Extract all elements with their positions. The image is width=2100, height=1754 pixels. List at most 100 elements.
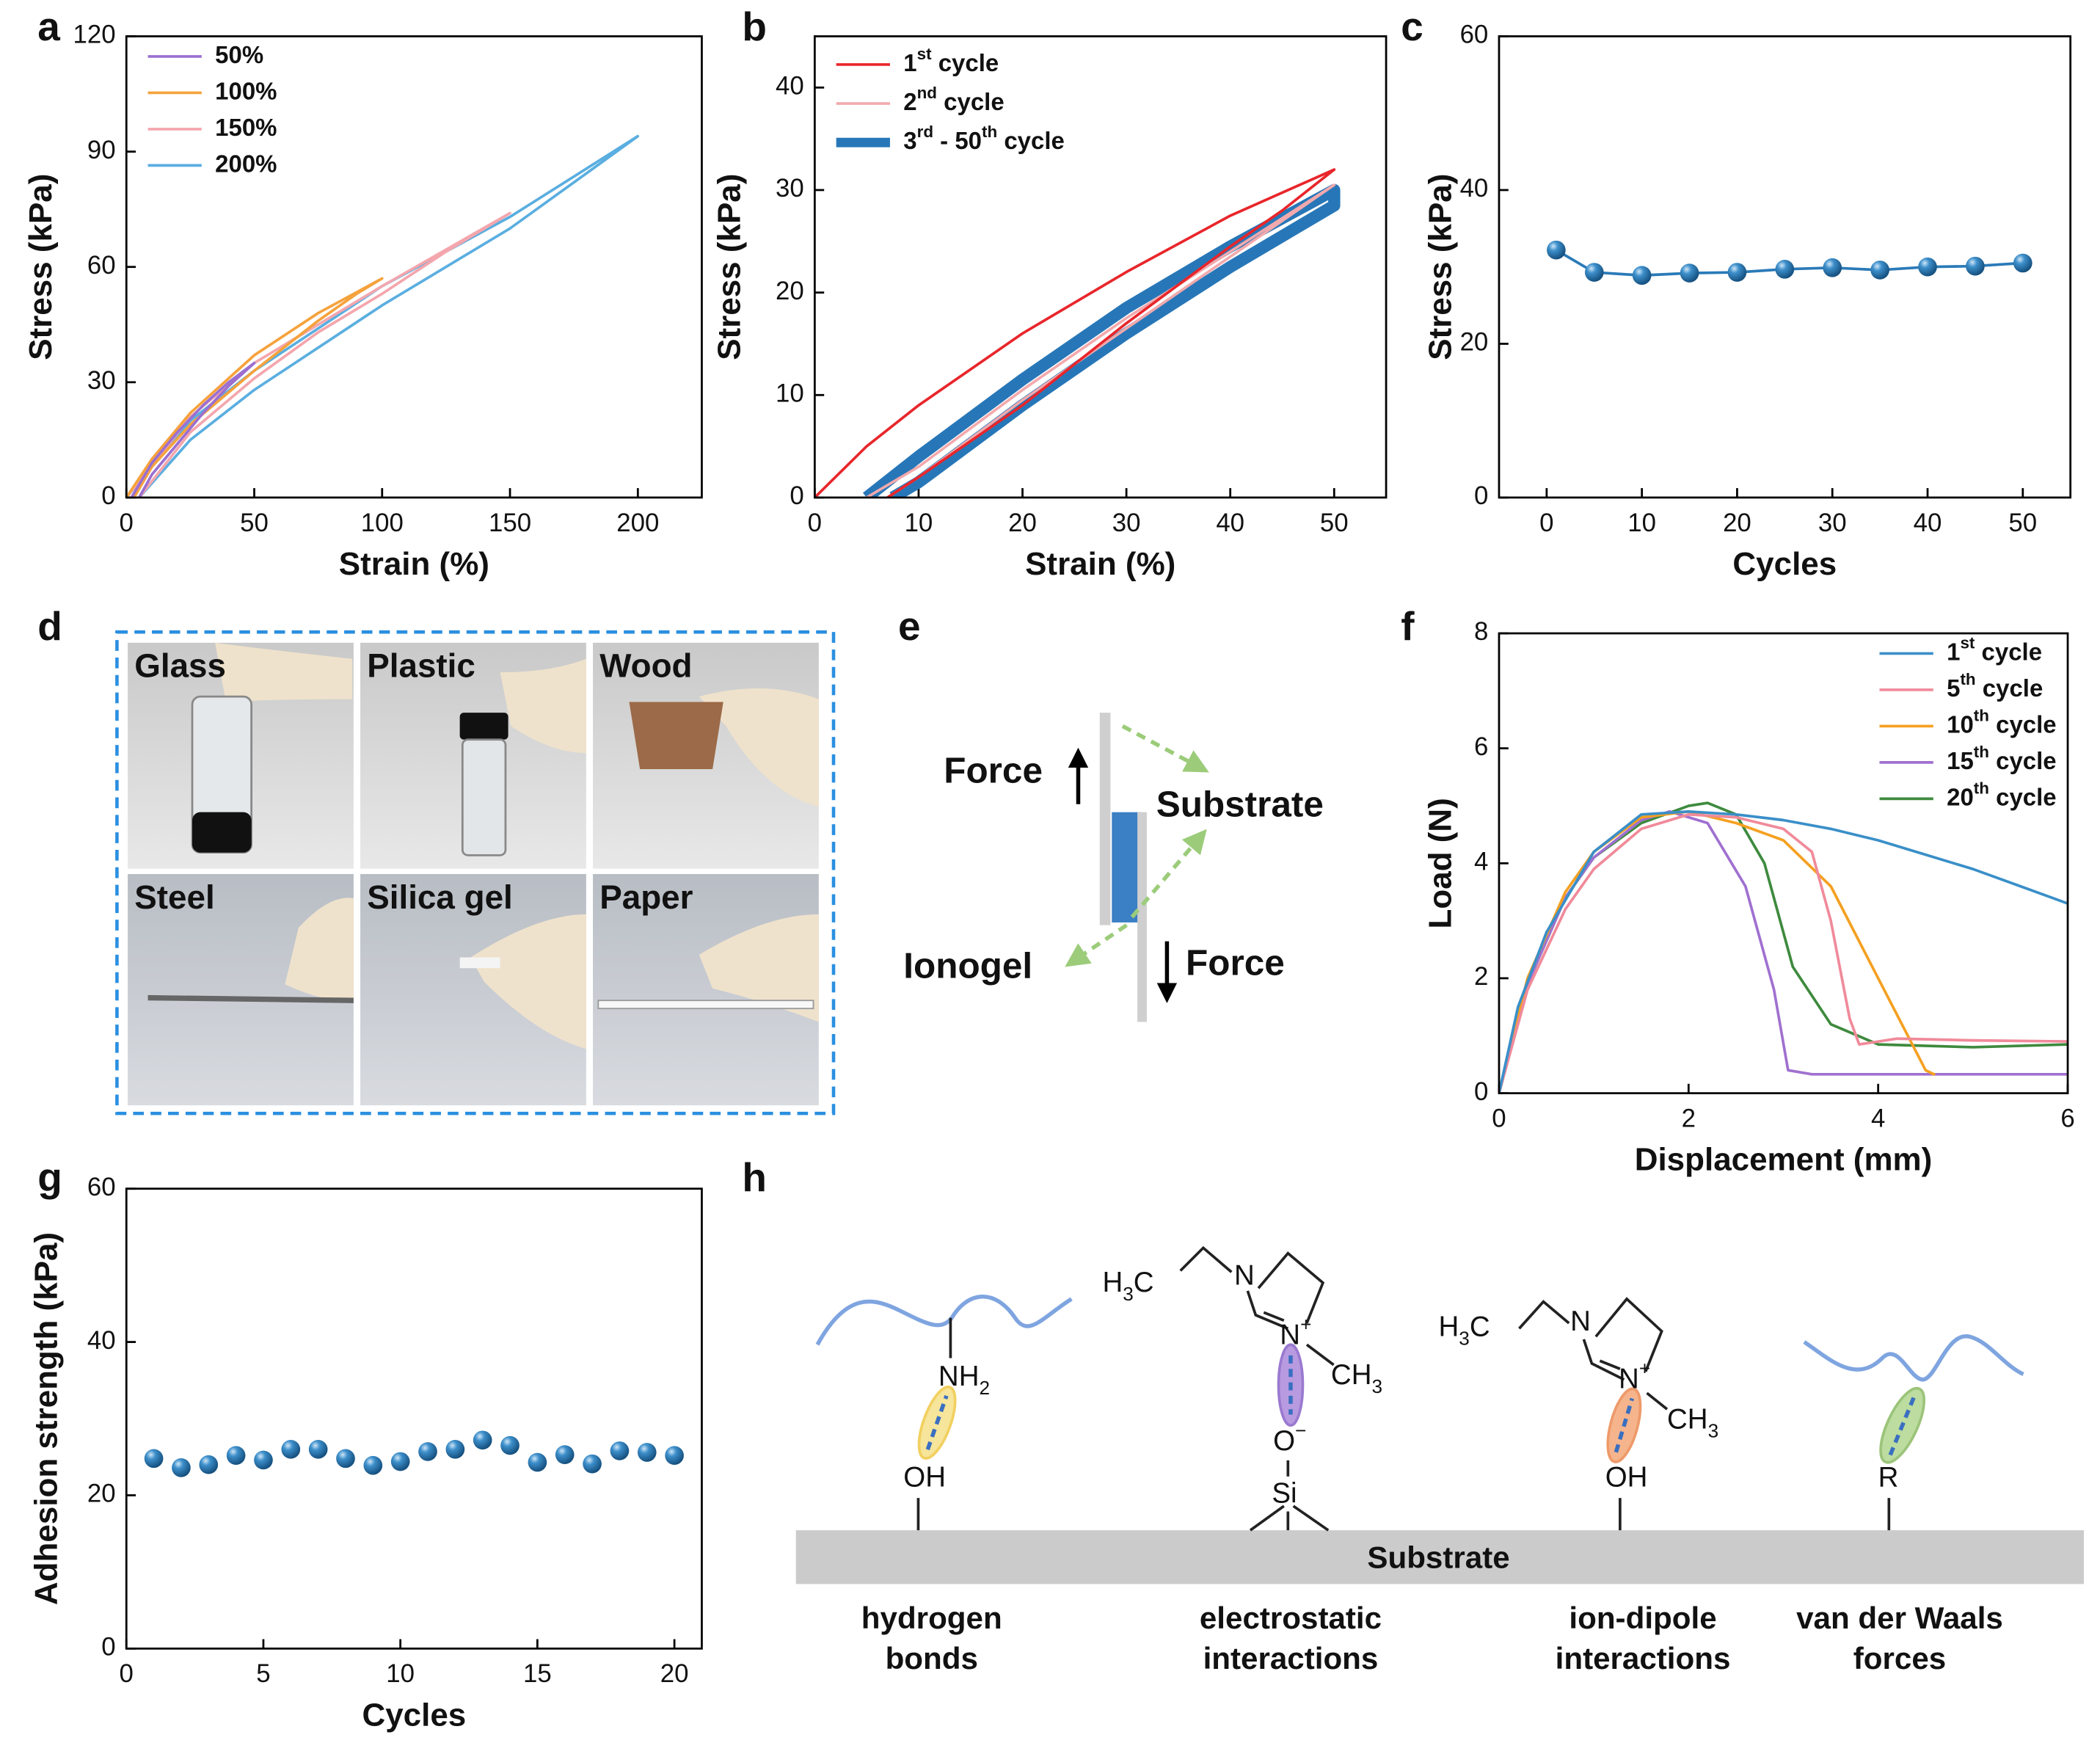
marker (226, 1446, 246, 1465)
marker (473, 1430, 492, 1450)
photo-paper (593, 873, 819, 1106)
y-tick-label: 20 (1460, 328, 1489, 357)
marker (363, 1455, 383, 1475)
panel-label: g (37, 1154, 62, 1200)
x-tick-label: 4 (1871, 1104, 1885, 1132)
marker (1680, 263, 1699, 283)
legend-label: 1st cycle (903, 45, 999, 76)
series-line (866, 183, 1336, 498)
x-tick-label: 50 (240, 509, 269, 537)
substrate-label: Substrate (1156, 784, 1324, 824)
marker (254, 1450, 273, 1470)
photo-label: Plastic (367, 647, 475, 685)
y-tick-label: 2 (1474, 962, 1488, 991)
plot-frame (125, 1187, 703, 1650)
marker (500, 1435, 519, 1455)
atom: N (1234, 1260, 1255, 1292)
y-axis-title: Load (N) (1423, 798, 1459, 928)
x-tick-label: 100 (361, 509, 404, 537)
x-tick-label: 0 (808, 509, 822, 537)
y-tick-label: 60 (87, 1173, 116, 1201)
marker (528, 1452, 547, 1472)
ionogel-block (1112, 812, 1142, 923)
marker (336, 1449, 355, 1469)
marker (1632, 266, 1652, 285)
bonds (916, 1245, 1891, 1532)
marker (610, 1441, 630, 1460)
x-tick-label: 15 (523, 1659, 552, 1688)
marker (637, 1443, 657, 1462)
atom: N+ (1619, 1358, 1650, 1395)
legend-label: 100% (215, 77, 277, 104)
y-tick-label: 10 (776, 379, 804, 407)
panel-label: c (1401, 4, 1423, 49)
chart: 0 2 4 6 8 0 2 4 6 Displacement (mm) Load (N) f 1st c… (1401, 603, 2074, 1178)
atom: N+ (1280, 1313, 1311, 1350)
caption: forces (1853, 1641, 1946, 1675)
x-tick-label: 50 (2008, 509, 2037, 537)
dashed-frame (115, 630, 836, 1116)
plot-frame (125, 35, 703, 499)
y-tick-label: 90 (87, 136, 116, 164)
substrate-bar (795, 1530, 2085, 1584)
y-axis-title: Stress (kPa) (23, 174, 59, 360)
marker (199, 1455, 219, 1474)
marker (1966, 256, 1985, 276)
schematic-h: Substrate NH2 OH H3C N N+ CH3 O− Si H3C … (742, 1154, 2085, 1584)
panel-label: d (37, 603, 62, 649)
atom: N (1570, 1306, 1591, 1337)
legend-label: 150% (215, 114, 277, 141)
panel-label: a (37, 4, 60, 49)
atom: OH (903, 1462, 946, 1493)
atom: R (1878, 1462, 1899, 1493)
legend-label: 50% (215, 41, 263, 68)
photo-label: Steel (134, 878, 214, 916)
x-tick-label: 20 (1723, 509, 1751, 537)
y-tick-label: 0 (101, 1633, 115, 1662)
x-tick-label: 10 (1627, 509, 1656, 537)
series-line (126, 134, 640, 498)
series-line (126, 277, 384, 498)
plot-frame (1498, 632, 2069, 1095)
marker (308, 1439, 328, 1459)
ionogel-label: Ionogel (903, 945, 1032, 986)
atom: Si (1272, 1478, 1297, 1510)
caption: interactions (1203, 1641, 1379, 1675)
legend-label: 20th cycle (1947, 779, 2056, 810)
x-tick-label: 0 (1492, 1104, 1506, 1132)
marker (445, 1439, 465, 1459)
y-tick-label: 8 (1474, 617, 1488, 646)
atom: OH (1605, 1462, 1648, 1493)
y-tick-label: 0 (790, 481, 803, 510)
series-line (126, 211, 511, 498)
y-tick-label: 120 (73, 21, 116, 49)
marker (555, 1445, 575, 1464)
caption: van der Waals (1796, 1601, 2003, 1635)
y-tick-label: 60 (1460, 21, 1489, 49)
polymer-chain (815, 1295, 2024, 1382)
x-tick-label: 5 (256, 1659, 270, 1688)
force-label: Force (1186, 943, 1285, 983)
atom: NH2 (938, 1361, 990, 1399)
x-tick-label: 30 (1818, 509, 1847, 537)
panel-label: e (898, 603, 921, 649)
marker (281, 1439, 301, 1459)
photo-label: Wood (599, 647, 692, 685)
marker (1547, 240, 1566, 260)
panel-label: b (742, 4, 767, 49)
marker (1870, 261, 1889, 280)
y-tick-label: 30 (776, 174, 804, 203)
y-axis-title: Stress (kPa) (1423, 174, 1459, 360)
atom: CH3 (1667, 1404, 1718, 1442)
chart: 0 20 40 60 0 5 10 15 20 Cycles Adhesion strength (… (29, 1154, 703, 1733)
series-line (1498, 809, 2068, 1093)
legend-label: 15th cycle (1947, 743, 2056, 774)
atom: H3C (1439, 1311, 1490, 1349)
marker (390, 1452, 410, 1471)
photo-wood (593, 642, 819, 869)
series-line (1498, 809, 2068, 1093)
x-tick-label: 10 (386, 1659, 415, 1688)
x-tick-label: 40 (1216, 509, 1244, 537)
panel-label: h (742, 1154, 767, 1200)
